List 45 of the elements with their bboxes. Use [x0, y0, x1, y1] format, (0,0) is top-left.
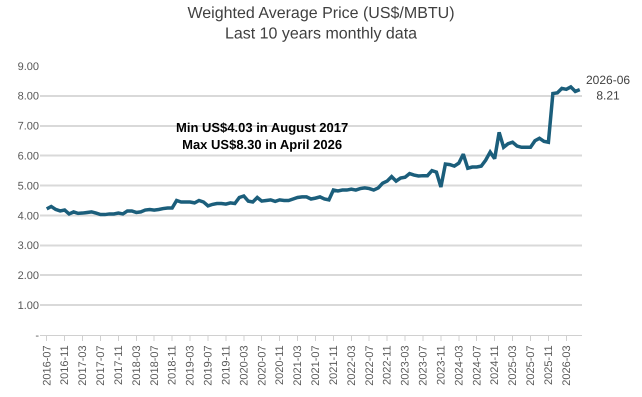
x-tick-label: 2021-11 — [328, 345, 340, 385]
x-tick-label: 2021-07 — [310, 345, 322, 386]
x-tick-label: 2022-03 — [346, 345, 358, 386]
y-tick-label: 3.00 — [18, 240, 39, 252]
x-tick-label: 2024-03 — [453, 345, 466, 386]
x-tick-label: 2023-03 — [400, 345, 412, 386]
x-tick-label: 2021-03 — [292, 345, 304, 386]
x-tick-label: 2023-11 — [435, 345, 448, 385]
x-tick-label: 2020-11 — [274, 345, 286, 385]
y-tick-label: 9.00 — [18, 60, 39, 73]
x-tick-label: 2020-07 — [256, 345, 268, 386]
x-tick-label: 2018-11 — [166, 345, 179, 385]
x-tick-label: 2018-03 — [130, 345, 143, 386]
x-tick-label: 2025-07 — [525, 345, 538, 386]
y-tick-label: 1.00 — [18, 300, 39, 312]
x-tick-label: 2026-03 — [560, 345, 573, 386]
y-tick-label: 5.00 — [18, 180, 39, 192]
x-tick-label: 2016-07 — [41, 345, 54, 386]
x-tick-label: 2017-03 — [77, 345, 90, 386]
y-tick-label: - — [35, 330, 40, 342]
x-tick-label: 2025-11 — [542, 345, 555, 385]
x-tick-label: 2017-11 — [112, 345, 125, 385]
x-tick-label: 2020-03 — [238, 345, 250, 386]
line-series — [44, 85, 582, 216]
y-tick-label: 2.00 — [18, 270, 39, 282]
x-tick-label: 2016-11 — [59, 345, 72, 385]
x-tick-label: 2024-07 — [471, 345, 484, 386]
y-tick-label: 6.00 — [18, 150, 39, 163]
text: 2026-06 8.21 — [586, 73, 630, 103]
x-tick-label: 2022-11 — [382, 345, 394, 385]
chart-title: Weighted Average Price (US$/MBTU) — [187, 4, 455, 22]
x-tick-label: 2023-07 — [418, 345, 430, 386]
chart-subtitle: Last 10 years monthly data — [224, 26, 418, 43]
x-tick-label: 2017-07 — [95, 345, 108, 386]
x-tick-label: 2022-07 — [364, 345, 376, 386]
x-tick-label: 2025-03 — [507, 345, 520, 386]
x-tick-label: 2024-11 — [489, 345, 502, 385]
y-tick-label: 8.00 — [18, 90, 39, 103]
annotation: Min US$4.03 in August 2017 Max US$8.30 in April 2026 — [176, 120, 348, 152]
y-tick-label: 7.00 — [18, 120, 39, 133]
x-tick-label: 2019-03 — [184, 345, 197, 386]
x-tick-label: 2019-11 — [220, 345, 232, 385]
y-tick-label: 4.00 — [18, 210, 39, 222]
x-tick-label: 2019-07 — [202, 345, 215, 386]
x-tick-label: 2018-07 — [148, 345, 161, 386]
